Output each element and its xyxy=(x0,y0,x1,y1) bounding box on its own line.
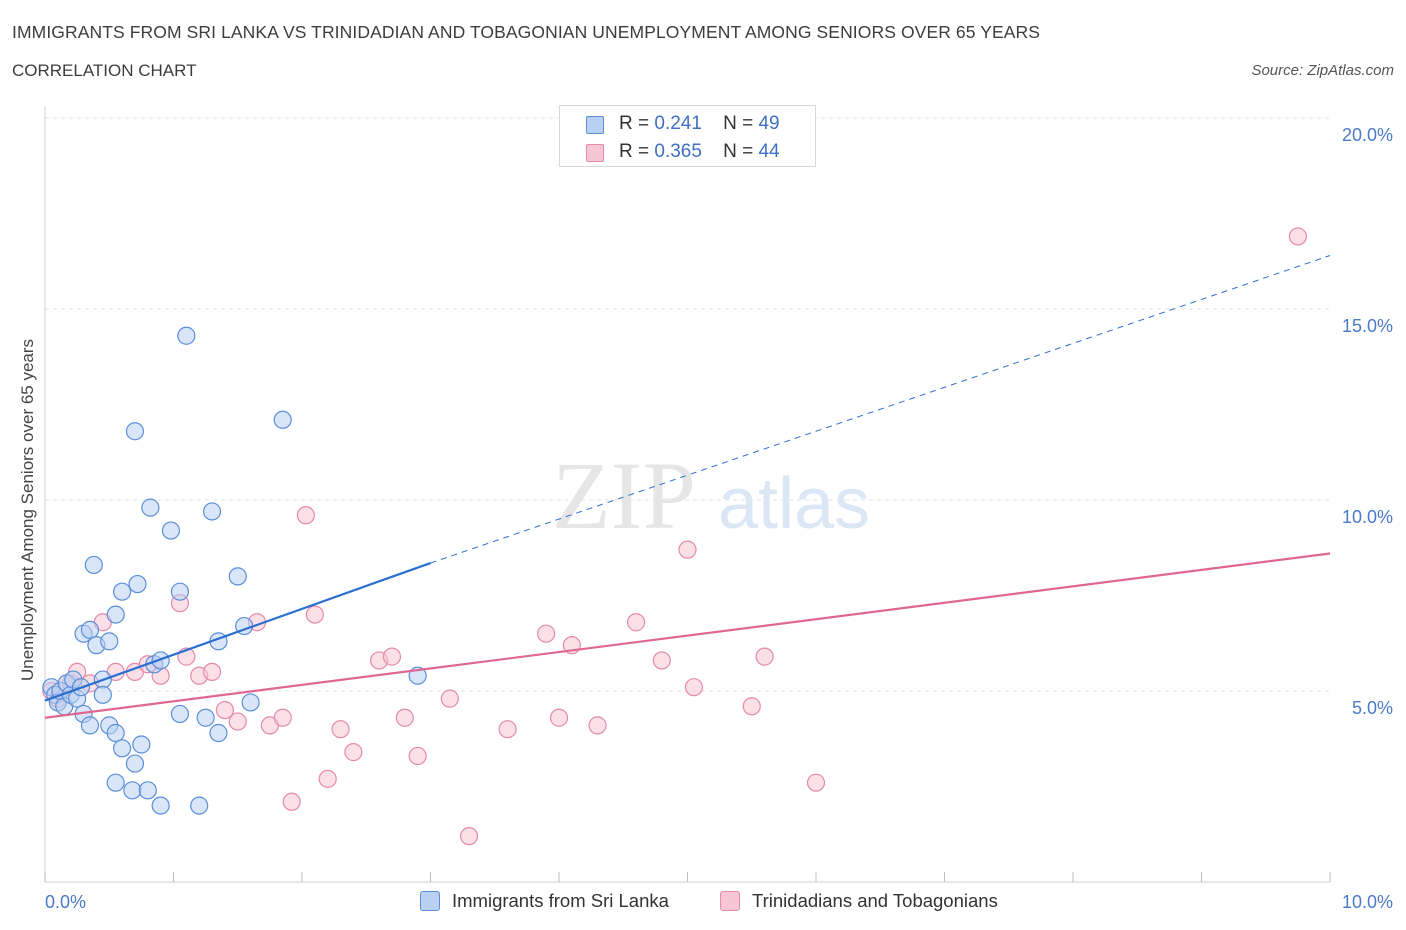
point-sri-lanka xyxy=(228,567,247,586)
legend-n-value: 44 xyxy=(758,141,780,162)
legend-stats-sri-lanka: R = 0.241 N = 49 xyxy=(619,113,780,135)
x-tick-label: 10.0% xyxy=(1342,892,1393,912)
point-trinidadians xyxy=(318,769,337,788)
point-sri-lanka xyxy=(202,502,222,521)
trend-line-sri-lanka-extension xyxy=(430,255,1331,564)
point-trinidadians xyxy=(498,720,517,739)
point-sri-lanka xyxy=(106,773,125,792)
point-sri-lanka xyxy=(190,796,209,815)
point-sri-lanka xyxy=(138,781,157,800)
point-trinidadians xyxy=(806,773,826,792)
point-sri-lanka xyxy=(100,632,119,651)
point-trinidadians xyxy=(395,708,414,727)
point-sri-lanka xyxy=(241,693,260,712)
legend-r-value: 0.241 xyxy=(654,113,702,134)
source-attribution: Source: ZipAtlas.com xyxy=(1251,62,1394,79)
bottom-legend-label-sri-lanka: Immigrants from Sri Lanka xyxy=(452,890,669,911)
point-sri-lanka xyxy=(80,620,100,639)
bottom-legend-swatch-sri-lanka xyxy=(420,891,440,911)
legend-r-label: R = xyxy=(619,113,650,134)
legend-n-label: N = xyxy=(723,113,754,134)
point-sri-lanka xyxy=(84,555,103,575)
y-tick-label: 20.0% xyxy=(1342,125,1393,145)
y-axis-label: Unemployment Among Seniors over 65 years xyxy=(18,339,37,681)
point-trinidadians xyxy=(282,792,301,811)
watermark-atlas: atlas xyxy=(718,464,870,544)
point-sri-lanka xyxy=(80,716,100,735)
tick-labels: 5.0% 10.0% 15.0% 20.0% 0.0% 10.0% xyxy=(45,125,1393,912)
series-sri-lanka-points xyxy=(42,326,427,815)
axes xyxy=(44,106,1331,883)
trend-line-sri-lanka xyxy=(44,561,431,702)
y-tick-label: 15.0% xyxy=(1342,316,1393,336)
point-sri-lanka xyxy=(177,326,196,345)
point-trinidadians xyxy=(459,827,479,846)
point-trinidadians xyxy=(742,697,761,716)
point-trinidadians xyxy=(549,708,569,727)
point-sri-lanka xyxy=(141,498,160,517)
point-sri-lanka xyxy=(170,582,190,601)
point-sri-lanka xyxy=(273,410,292,429)
point-trinidadians xyxy=(684,678,704,697)
point-trinidadians xyxy=(273,708,292,727)
point-trinidadians xyxy=(382,647,402,666)
point-sri-lanka xyxy=(161,521,181,540)
point-sri-lanka xyxy=(132,735,151,754)
watermark: ZIP atlas xyxy=(552,442,870,549)
point-trinidadians xyxy=(228,712,247,731)
point-trinidadians xyxy=(408,746,427,766)
legend-swatch-trinidadians xyxy=(586,144,604,162)
legend-n-value: 49 xyxy=(758,113,780,134)
point-trinidadians xyxy=(215,700,234,720)
point-sri-lanka xyxy=(106,723,125,743)
point-sri-lanka xyxy=(151,796,170,815)
point-sri-lanka xyxy=(209,723,228,743)
point-trinidadians xyxy=(652,651,671,670)
point-sri-lanka xyxy=(196,708,215,727)
point-sri-lanka xyxy=(128,574,147,594)
watermark-zip: ZIP xyxy=(552,442,696,549)
point-trinidadians xyxy=(588,716,607,735)
point-trinidadians xyxy=(1288,227,1307,246)
point-trinidadians xyxy=(755,647,774,666)
point-trinidadians xyxy=(305,605,324,624)
point-trinidadians xyxy=(626,613,646,632)
legend-stats-trinidadians: R = 0.365 N = 44 xyxy=(619,141,780,163)
point-trinidadians xyxy=(678,540,697,559)
point-sri-lanka xyxy=(106,605,125,624)
trend-line-trinidadians xyxy=(44,552,1331,719)
legend-r-label: R = xyxy=(619,141,650,162)
y-tick-label: 5.0% xyxy=(1352,698,1393,718)
chart-title: IMMIGRANTS FROM SRI LANKA VS TRINIDADIAN… xyxy=(12,22,1041,42)
point-sri-lanka xyxy=(93,685,112,704)
trend-lines xyxy=(44,255,1331,719)
correlation-legend: R = 0.241 N = 49 R = 0.365 N = 44 xyxy=(559,105,816,167)
chart-subtitle: CORRELATION CHART xyxy=(12,61,197,80)
bottom-legend-swatch-trinidadians xyxy=(720,891,740,911)
point-trinidadians xyxy=(440,689,459,708)
grid-lines xyxy=(45,117,1330,692)
point-trinidadians xyxy=(344,743,363,762)
y-tick-label: 10.0% xyxy=(1342,507,1393,527)
legend-swatch-sri-lanka xyxy=(586,116,604,134)
point-sri-lanka xyxy=(170,704,190,724)
point-sri-lanka xyxy=(123,781,142,800)
point-sri-lanka xyxy=(125,754,145,773)
point-sri-lanka xyxy=(112,582,132,601)
point-sri-lanka xyxy=(112,739,132,758)
legend-n-label: N = xyxy=(723,141,754,162)
legend-r-value: 0.365 xyxy=(654,141,702,162)
point-trinidadians xyxy=(202,662,222,682)
point-trinidadians xyxy=(296,506,315,525)
point-sri-lanka xyxy=(125,422,145,441)
point-trinidadians xyxy=(331,720,350,739)
bottom-legend-label-trinidadians: Trinidadians and Tobagonians xyxy=(752,890,998,911)
point-trinidadians xyxy=(537,624,556,643)
x-tick-label: 0.0% xyxy=(45,892,86,912)
